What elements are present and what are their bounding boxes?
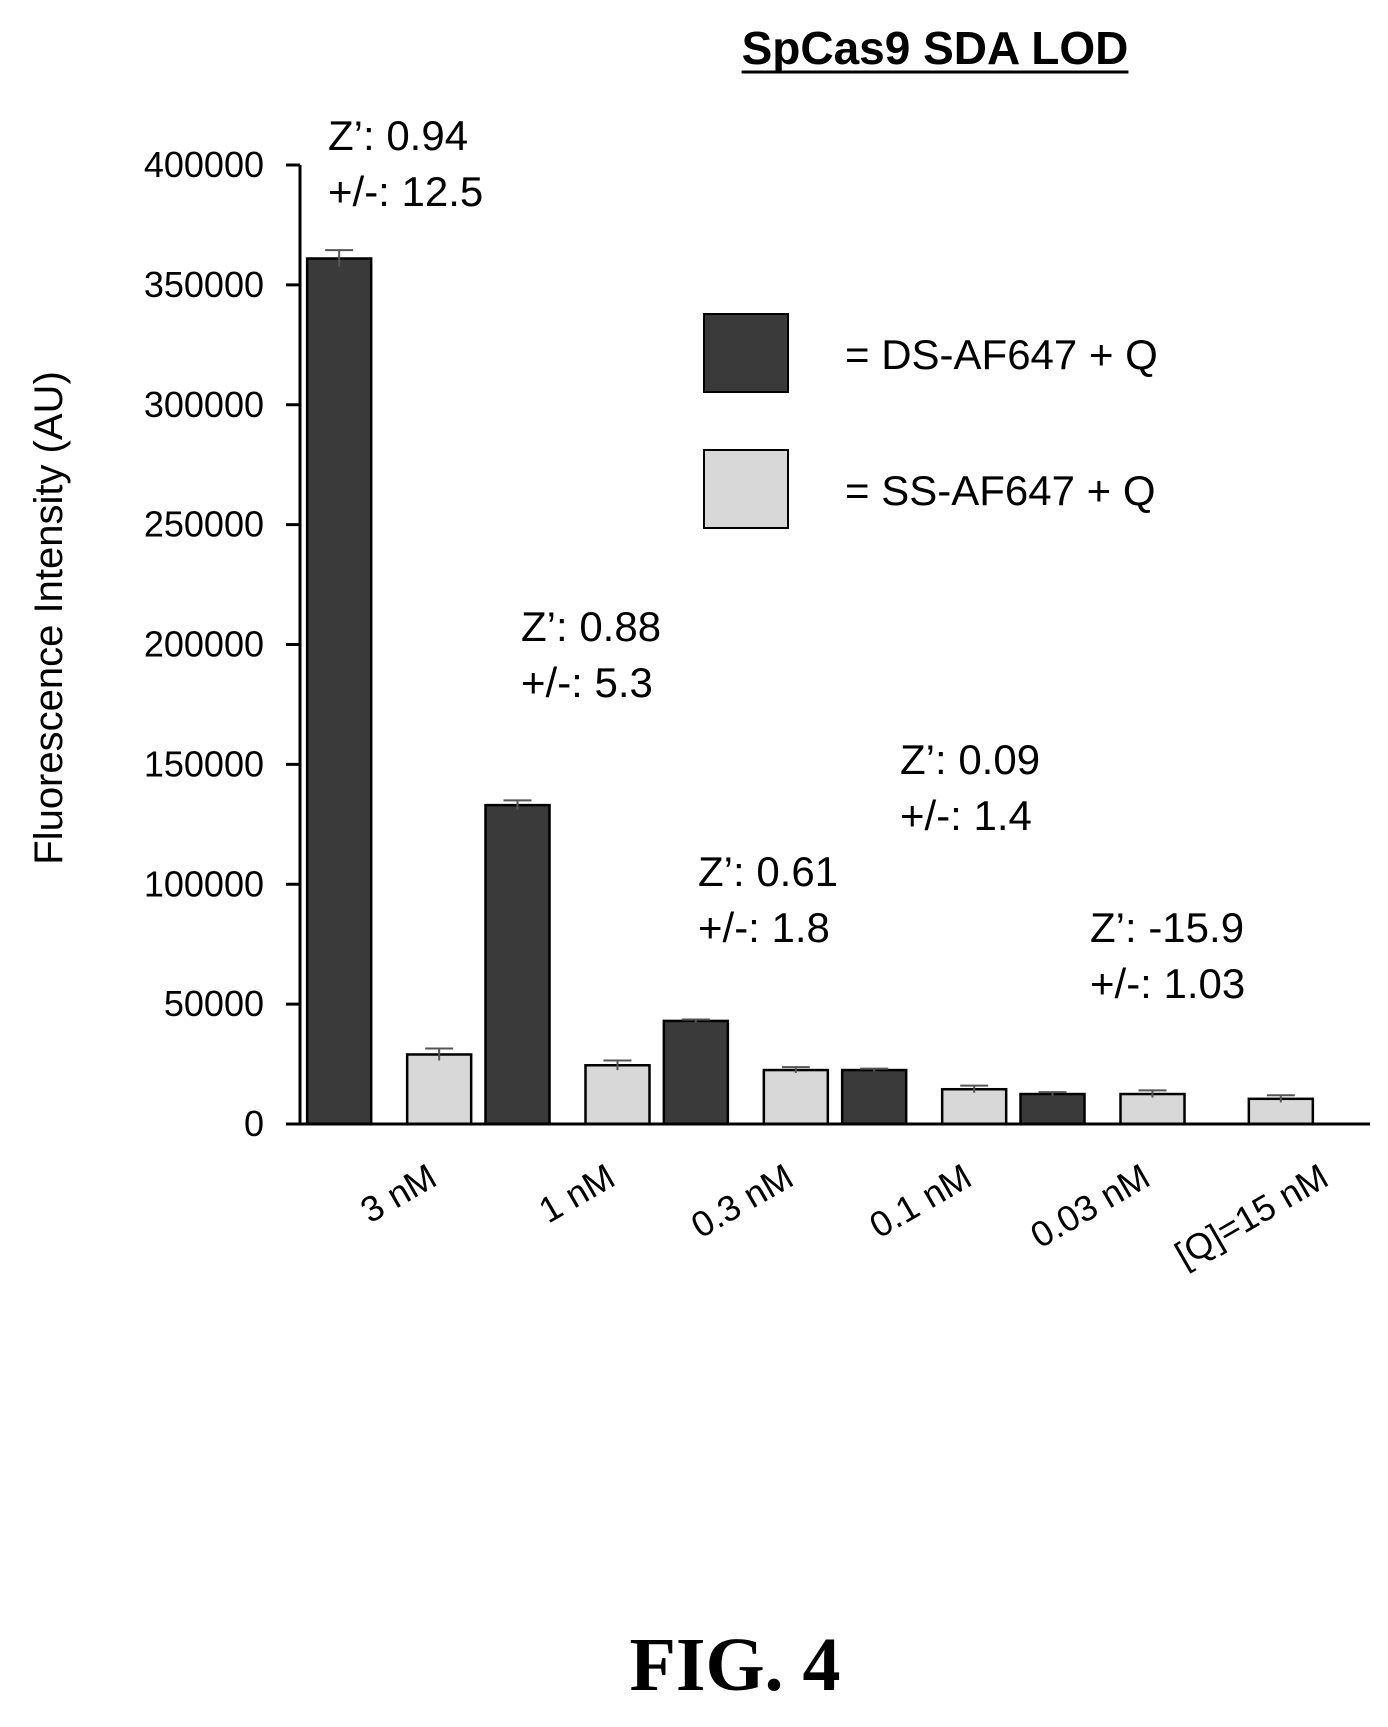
z-prime-label: Z’: 0.94 <box>328 112 468 159</box>
error-value-label: +/-: 5.3 <box>521 659 653 706</box>
bar-ss-af647-q-0-3-nm <box>762 1068 830 1126</box>
error-value-label: +/-: 1.8 <box>698 904 830 951</box>
y-tick-label: 150000 <box>144 743 264 784</box>
bar-ss-af647-q-3-nm <box>405 1053 473 1126</box>
y-axis: 0 50000 100000 150000 200000 250000 300000 3500… <box>144 144 302 1144</box>
bar-ds-af647-q-0-03-nm <box>1019 1092 1086 1126</box>
y-tick-label: 400000 <box>144 144 264 185</box>
x-tick-label: 1 nM <box>532 1155 622 1231</box>
y-tick-label: 100000 <box>144 863 264 904</box>
bars <box>305 249 1315 1126</box>
z-prime-label: Z’: 0.61 <box>698 848 838 895</box>
z-prime-label: Z’: 0.88 <box>521 603 661 650</box>
y-axis-label: Fluorescence Intensity (AU) <box>27 371 71 865</box>
y-tick-label: 300000 <box>144 384 264 425</box>
y-tick-label: 250000 <box>144 504 264 545</box>
legend-label-ss-af647: = SS-AF647 + Q <box>845 467 1156 514</box>
y-tick-label: 50000 <box>164 983 264 1024</box>
x-tick-label: 0.03 nM <box>1023 1155 1156 1256</box>
figure-label: FIG. 4 <box>629 1623 840 1707</box>
error-value-label: +/-: 1.03 <box>1090 960 1245 1007</box>
bar-ds-af647-q-3-nm <box>305 257 373 1126</box>
bar-ds-af647-q-0-3-nm <box>662 1019 730 1126</box>
x-axis: 3 nM 1 nM 0.3 nM 0.1 nM 0.03 nM [Q]=15 nM <box>300 1122 1370 1275</box>
bar-ds-af647-q-1-nm <box>484 803 551 1126</box>
error-value-label: +/-: 1.4 <box>900 792 1032 839</box>
legend-label-ds-af647: = DS-AF647 + Q <box>845 331 1158 378</box>
legend-swatch-ss-af647 <box>703 449 789 529</box>
annotations: Z’: 0.94 +/-: 12.5 Z’: 0.88 +/-: 5.3 Z’: 0.6… <box>328 112 1245 1007</box>
y-tick-label: 200000 <box>144 624 264 665</box>
x-tick-label: 0.3 nM <box>684 1155 800 1246</box>
chart-title: SpCas9 SDA LOD <box>742 22 1129 74</box>
x-tick-label: 3 nM <box>353 1155 443 1231</box>
bar-ss-af647-q-1-nm <box>584 1064 651 1126</box>
error-value-label: +/-: 12.5 <box>328 168 483 215</box>
bar-ss-af647-q-0-1-nm <box>940 1087 1008 1126</box>
legend-swatch-ds-af647 <box>703 313 789 393</box>
y-tick-label: 0 <box>244 1103 264 1144</box>
y-tick-label: 350000 <box>144 264 264 305</box>
bar-ss-af647-q-q-15-nm <box>1247 1097 1315 1126</box>
bar-ds-af647-q-0-1-nm <box>840 1068 908 1126</box>
bar-ss-af647-q-0-03-nm <box>1119 1092 1186 1126</box>
z-prime-label: Z’: -15.9 <box>1090 904 1244 951</box>
x-tick-label: 0.1 nM <box>862 1155 978 1246</box>
legend: = DS-AF647 + Q = SS-AF647 + Q <box>703 313 1158 529</box>
x-tick-label: [Q]=15 nM <box>1168 1155 1335 1275</box>
z-prime-label: Z’: 0.09 <box>900 736 1040 783</box>
